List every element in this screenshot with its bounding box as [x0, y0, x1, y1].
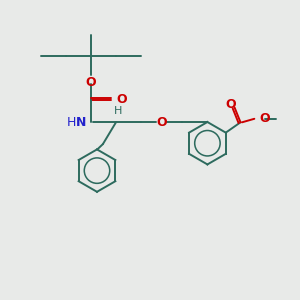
Text: H: H [113, 106, 122, 116]
Text: O: O [117, 93, 128, 106]
Text: O: O [85, 76, 96, 88]
Text: H: H [66, 116, 76, 129]
Text: N: N [75, 116, 86, 129]
Text: O: O [225, 98, 236, 111]
Text: O: O [259, 112, 270, 125]
Text: O: O [157, 116, 167, 128]
